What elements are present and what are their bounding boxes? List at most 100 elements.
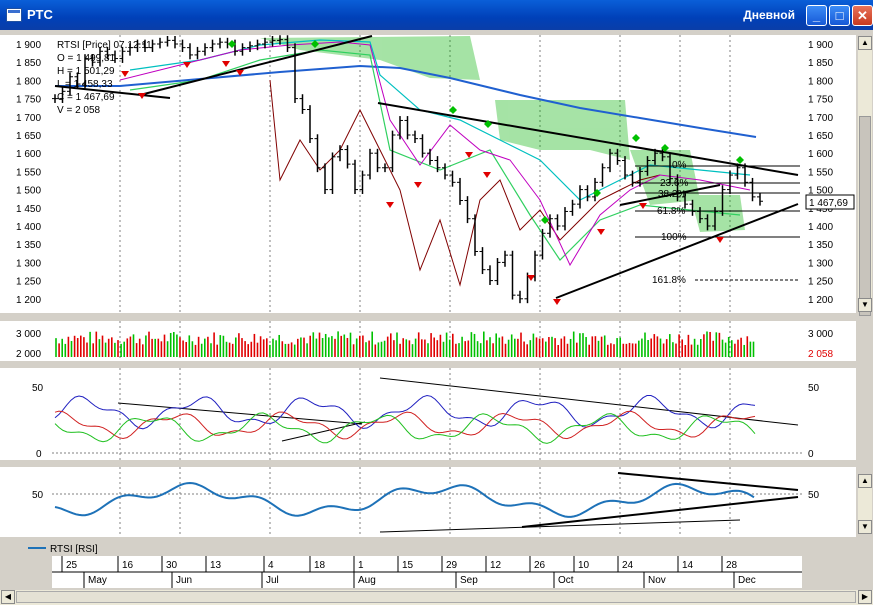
price-tick-left-1: 1 850	[16, 58, 41, 69]
price-bar	[404, 116, 411, 140]
up-marker	[541, 216, 549, 224]
osc-tick-right-1: 0	[808, 449, 814, 460]
price-bar	[172, 35, 178, 49]
price-bar	[67, 72, 73, 96]
price-bar	[599, 163, 606, 187]
fib-labels: 0% 23.6% 38.2% 61.8% 100% 161.8%	[652, 160, 688, 286]
vertical-gridlines	[119, 35, 731, 537]
window-title: РТС	[27, 7, 53, 22]
price-tick-left-9: 1 450	[16, 204, 41, 215]
price-tick-right-8: 1 500	[808, 186, 833, 197]
scroll-thumb[interactable]	[859, 116, 871, 316]
horizontal-scrollbar[interactable]: ◀ ▶	[0, 590, 873, 605]
rsi-line	[54, 481, 755, 518]
bar-info: RTSI [Price] 07.12.11 O = 1 499,81 H = 1…	[57, 40, 152, 116]
price-tick-right-11: 1 350	[808, 240, 833, 251]
price-bar	[742, 163, 748, 187]
price-tick-left-5: 1 650	[16, 131, 41, 142]
price-bar	[149, 39, 156, 53]
day-tick: 1	[358, 560, 364, 571]
osc-tick-right-0: 50	[808, 383, 820, 394]
day-tick: 16	[122, 560, 134, 571]
scroll-right-button[interactable]: ▶	[858, 590, 872, 604]
price-bar	[164, 35, 171, 47]
price-bar	[202, 43, 208, 56]
horizontal-scroll-thumb[interactable]	[16, 591, 856, 603]
price-bar	[674, 174, 681, 202]
down-marker	[716, 237, 724, 243]
minimize-button[interactable]: _	[806, 5, 827, 26]
price-bar	[217, 37, 223, 49]
period-label: Дневной	[743, 8, 795, 22]
price-bar	[449, 170, 456, 187]
price-bar	[314, 134, 321, 173]
scroll-down-button[interactable]: ▼	[858, 298, 872, 312]
up-marker	[661, 144, 669, 152]
price-tick-right-10: 1 400	[808, 222, 833, 233]
price-tick-right-12: 1 300	[808, 258, 833, 269]
maximize-button[interactable]: □	[829, 5, 850, 26]
day-tick: 13	[210, 560, 222, 571]
day-tick: 25	[66, 560, 78, 571]
month-label: Jul	[266, 575, 279, 586]
fib-label-1: 23.6%	[660, 178, 688, 189]
day-tick: 28	[726, 560, 738, 571]
oscillator-panel	[52, 368, 802, 460]
price-bar	[472, 214, 478, 256]
up-marker	[228, 40, 236, 48]
day-tick: 30	[166, 560, 178, 571]
price-bar	[712, 207, 718, 231]
price-bar	[299, 94, 306, 114]
price-bar	[592, 177, 598, 202]
price-bar	[442, 163, 448, 180]
price-tick-right-1: 1 850	[808, 58, 833, 69]
price-bar	[397, 116, 403, 140]
price-bar	[239, 43, 246, 56]
price-bar	[119, 46, 126, 63]
price-bar	[509, 250, 516, 300]
price-axis-labels: 1 900 1 900 1 850 1 850 1 800 1 800 1 750 1 750…	[16, 40, 833, 306]
rsi-scroll-down-button[interactable]: ▼	[858, 520, 872, 534]
price-tick-right-5: 1 650	[808, 131, 833, 142]
day-tick: 12	[490, 560, 502, 571]
price-bar	[82, 54, 88, 89]
signal-markers	[121, 40, 744, 305]
day-tick: 26	[534, 560, 546, 571]
band-lower-line	[129, 49, 741, 261]
price-bar	[89, 54, 96, 67]
price-bar	[59, 86, 66, 103]
up-marker	[632, 134, 640, 142]
signal-line	[119, 41, 751, 267]
scroll-left-button[interactable]: ◀	[1, 590, 15, 604]
price-bar	[322, 163, 328, 194]
price-bar	[539, 228, 546, 260]
month-label: May	[88, 575, 107, 586]
price-bar	[682, 192, 688, 209]
price-bar	[359, 170, 366, 194]
time-axis: 25 16 30 13 4 18 1 15 29 12 26 10 24 14 28 May Jun Jul Aug…	[52, 556, 802, 588]
vol-tick-left-0: 3 000	[16, 329, 41, 340]
rsi-vertical-scrollbar[interactable]: ▲ ▼	[858, 474, 872, 534]
price-bar	[337, 145, 343, 162]
close-button[interactable]: ✕	[852, 5, 873, 26]
price-bar	[307, 105, 313, 144]
price-vertical-scrollbar[interactable]: ▲ ▼	[858, 36, 872, 316]
price-tick-left-12: 1 300	[16, 258, 41, 269]
price-bar	[104, 46, 111, 60]
price-bar	[374, 148, 381, 173]
fib-label-4: 100%	[661, 232, 687, 243]
price-bar	[757, 192, 763, 206]
price-bar	[569, 199, 576, 216]
fib-label-0: 0%	[672, 160, 687, 171]
rsi-scroll-up-button[interactable]: ▲	[858, 474, 872, 488]
price-bar	[112, 50, 118, 63]
price-tick-right-2: 1 800	[808, 76, 833, 87]
osc-tick-left-1: 0	[36, 449, 42, 460]
price-bar	[644, 156, 651, 176]
price-bar	[749, 177, 756, 202]
price-bar	[697, 207, 703, 224]
scroll-up-button[interactable]: ▲	[858, 36, 872, 50]
price-tick-left-13: 1 250	[16, 277, 41, 288]
price-bar	[412, 130, 418, 144]
price-tick-left-8: 1 500	[16, 186, 41, 197]
